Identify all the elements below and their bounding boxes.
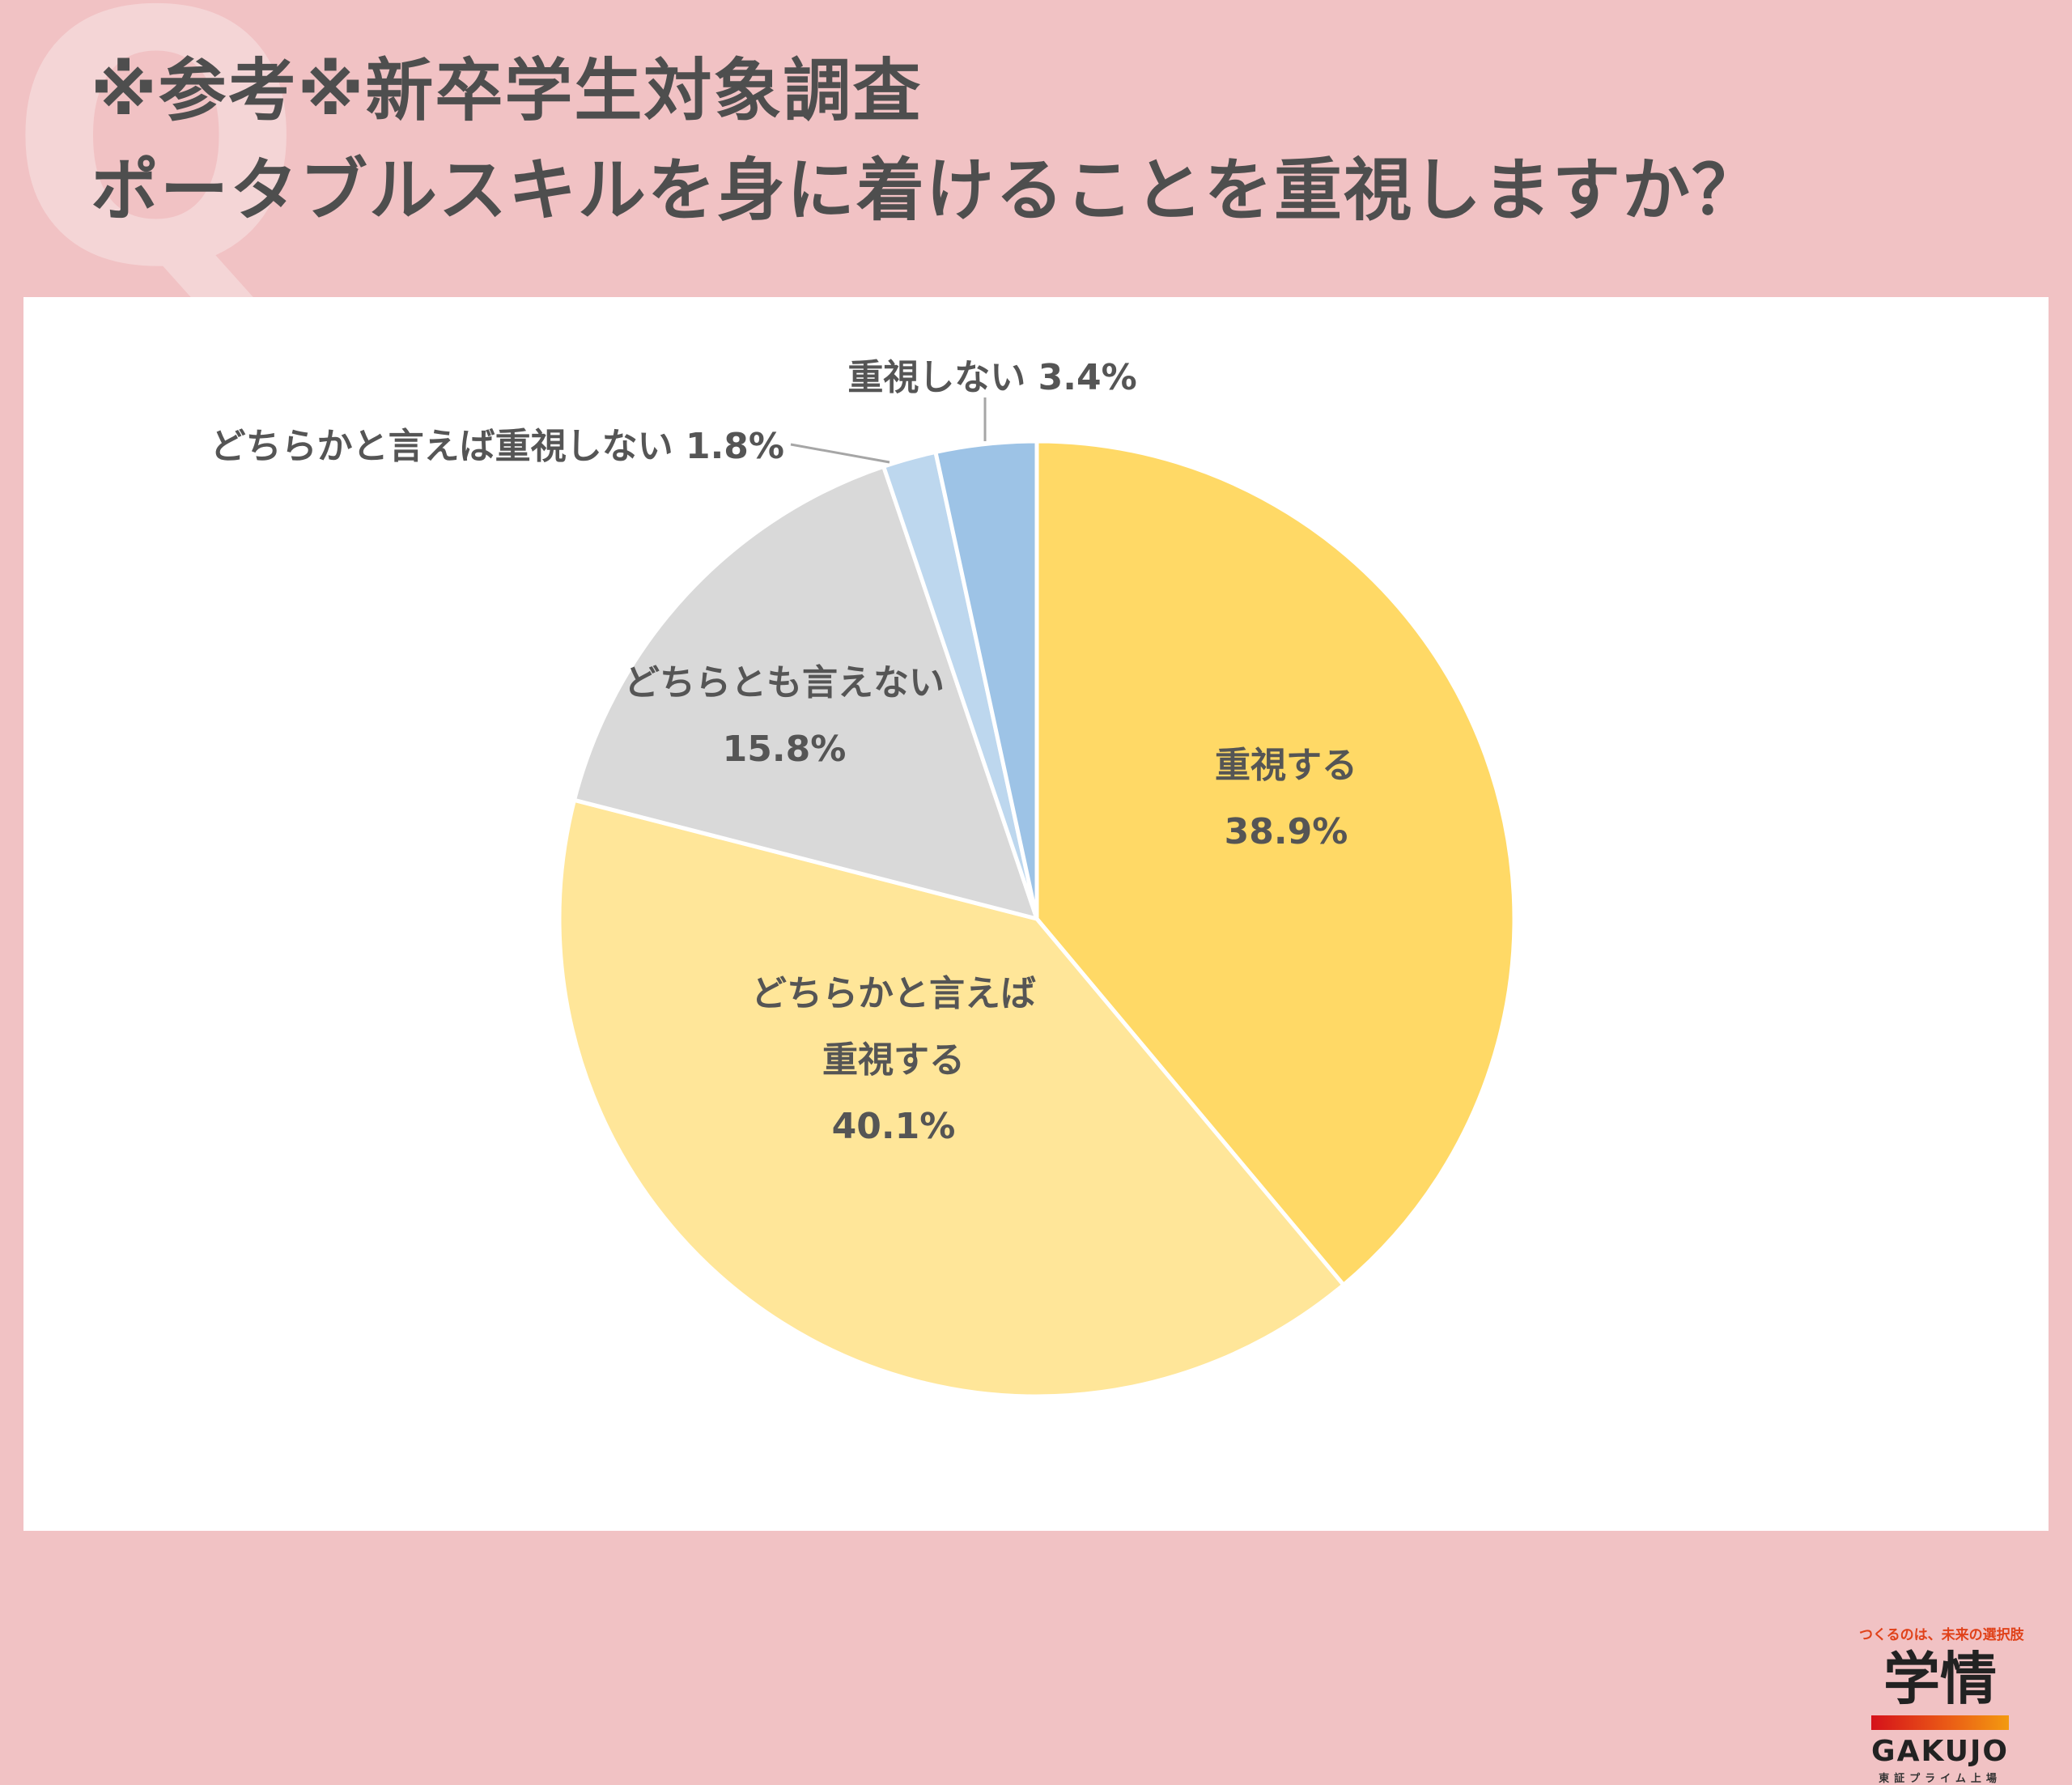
logo-gradient-bar <box>1871 1715 2009 1730</box>
logo-tagline: つくるのは、未来の選択肢 <box>1859 1627 2024 1643</box>
logo-english: GAKUJO <box>1871 1735 2009 1768</box>
data-label-category-0: 重視する <box>1215 745 1357 786</box>
logo-kanji: 学情 <box>1883 1646 1997 1712</box>
logo-subtitle: 東証プライム上場 <box>1879 1773 2002 1785</box>
data-label-4: 重視しない 3.4% <box>847 357 1136 398</box>
pie-slice-0 <box>1034 439 1517 1288</box>
data-label-category-2: どちらとも言えない <box>624 662 945 703</box>
header: ※参考※新卒学生対象調査 ポータブルスキルを身に着けることを重視しますか？ <box>91 47 2040 235</box>
q-watermark: Q <box>8 0 304 344</box>
data-label-category-1: 重視する <box>822 1039 965 1081</box>
leader-line-3 <box>790 443 890 464</box>
chart-panel: 重視する 38.9% どちらかと言えば 重視する 40.1% どちらとも言えない 15.8%… <box>23 297 2049 1785</box>
title-line-2: ポータブルスキルを身に着けることを重視しますか？ <box>91 151 1762 231</box>
data-label-3: どちらかと言えば重視しない 1.8% <box>210 426 784 467</box>
data-label-category-1: どちらかと言えば <box>751 973 1036 1014</box>
pie-chart: 重視する38.9%どちらかと言えば重視する40.1%どちらとも言えない15.8%… <box>210 357 1517 1399</box>
pie-slice-4 <box>932 439 1039 920</box>
data-label-value-1: 40.1% <box>832 1106 956 1147</box>
data-label-value-0: 38.9% <box>1225 811 1348 852</box>
title-line-1: ※参考※新卒学生対象調査 <box>91 51 923 130</box>
data-label-value-2: 15.8% <box>723 729 847 770</box>
gakujo-logo: つくるのは、未来の選択肢 学情 GAKUJO 東証プライム上場 <box>1859 1623 2024 1785</box>
pie-slice-1 <box>557 797 1347 1399</box>
